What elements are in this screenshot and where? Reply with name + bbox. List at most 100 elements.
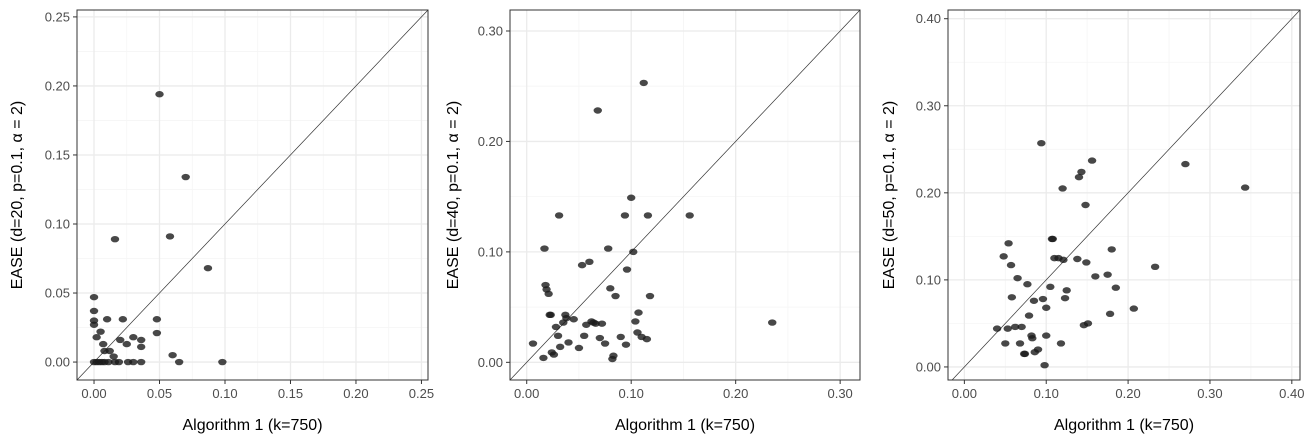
y-tick-label: 0.15 <box>45 147 70 162</box>
data-point <box>546 311 555 319</box>
data-point <box>181 173 190 181</box>
x-tick-label: 0.10 <box>212 386 237 401</box>
x-tick-label: 0.00 <box>952 386 977 401</box>
panel-2: 0.00 0.10 0.20 0.30 0.00 0.10 0.20 0.30 Algorit… <box>436 0 872 436</box>
x-tick-label: 0.00 <box>514 386 539 401</box>
data-point <box>555 343 565 351</box>
data-point <box>168 351 177 359</box>
data-point <box>1082 259 1091 266</box>
data-point <box>1029 297 1039 304</box>
data-point <box>564 339 573 346</box>
x-tick-label: 0.15 <box>278 386 303 401</box>
y-tick-label: 0.10 <box>916 272 941 287</box>
data-point <box>621 341 631 348</box>
identity-diagonal <box>951 9 1301 381</box>
x-tick-label: 0.20 <box>1115 386 1140 401</box>
y-axis-label: EASE (d=20, p=0.1, α = 2) <box>9 101 26 289</box>
x-tick-label: 0.40 <box>1279 386 1304 401</box>
data-point <box>645 292 655 300</box>
data-point <box>1060 294 1070 302</box>
data-point <box>626 194 636 201</box>
data-point <box>585 258 594 266</box>
plot-background <box>948 10 1300 380</box>
data-point <box>1073 255 1082 263</box>
data-point <box>597 320 607 327</box>
x-tick-label: 0.00 <box>81 386 106 401</box>
data-point <box>629 248 638 256</box>
data-point <box>633 329 642 336</box>
data-point <box>540 245 549 252</box>
data-point <box>622 266 632 273</box>
data-point <box>685 212 694 219</box>
y-tick-label: 0.30 <box>478 23 503 38</box>
data-point <box>129 358 138 366</box>
data-point <box>600 340 610 347</box>
data-point <box>155 91 164 98</box>
data-point <box>89 307 99 315</box>
data-point <box>569 316 578 323</box>
data-point <box>1004 240 1013 247</box>
data-point <box>609 352 618 359</box>
data-point <box>1038 295 1048 303</box>
data-point <box>105 347 114 355</box>
data-point <box>109 353 118 360</box>
x-axis-label: Algorithm 1 (k=750) <box>615 417 755 434</box>
data-point <box>136 343 146 351</box>
data-point <box>218 358 227 366</box>
data-point <box>203 264 213 272</box>
data-point <box>92 334 101 341</box>
data-point <box>114 358 124 366</box>
data-point <box>591 320 600 327</box>
data-point <box>165 233 175 240</box>
data-point <box>1042 332 1051 339</box>
data-point <box>1033 346 1043 353</box>
data-point <box>620 212 630 219</box>
y-tick-label: 0.20 <box>478 134 503 149</box>
data-point <box>1062 287 1071 294</box>
data-point <box>118 316 128 323</box>
data-point <box>98 340 108 348</box>
y-tick-label: 0.10 <box>45 216 70 231</box>
data-point <box>1013 274 1022 282</box>
y-axis-label: EASE (d=40, p=0.1, α = 2) <box>445 101 462 289</box>
data-point <box>1007 294 1017 301</box>
data-point <box>89 321 99 328</box>
data-point <box>643 212 653 219</box>
data-point <box>553 332 563 340</box>
data-point <box>992 325 1002 332</box>
x-tick-label: 0.25 <box>409 386 434 401</box>
data-point <box>129 334 138 341</box>
data-point <box>1028 335 1037 342</box>
data-point <box>1150 263 1160 271</box>
y-tick-label: 0.25 <box>45 9 70 24</box>
data-point <box>577 261 587 269</box>
data-point <box>1103 271 1112 278</box>
data-point <box>1081 201 1090 209</box>
data-point <box>136 358 146 366</box>
data-point <box>1042 304 1051 311</box>
data-point <box>152 316 162 323</box>
data-point <box>544 290 553 298</box>
data-point <box>1181 160 1190 168</box>
data-point <box>122 340 131 348</box>
y-tick-label: 0.40 <box>916 11 941 26</box>
data-point <box>1074 173 1084 181</box>
x-axis-label: Algorithm 1 (k=750) <box>182 417 322 434</box>
data-point <box>174 358 184 366</box>
x-tick-label: 0.10 <box>619 386 644 401</box>
data-point <box>1017 323 1026 331</box>
scatter-plot-3: 0.00 0.10 0.20 0.30 0.40 0.00 0.10 0.20 0.30 0.40… <box>881 9 1304 434</box>
y-tick-label: 0.30 <box>916 98 941 113</box>
y-tick-label: 0.00 <box>478 355 503 370</box>
data-point <box>528 340 538 347</box>
data-point <box>136 336 146 344</box>
data-point <box>642 335 652 343</box>
data-point <box>1020 350 1030 358</box>
data-point <box>1010 323 1020 331</box>
data-point <box>1059 256 1068 264</box>
data-point <box>96 328 105 335</box>
data-point <box>631 318 640 325</box>
data-point <box>1240 184 1250 191</box>
data-point <box>595 334 605 342</box>
x-axis-label: Algorithm 1 (k=750) <box>1054 417 1194 434</box>
